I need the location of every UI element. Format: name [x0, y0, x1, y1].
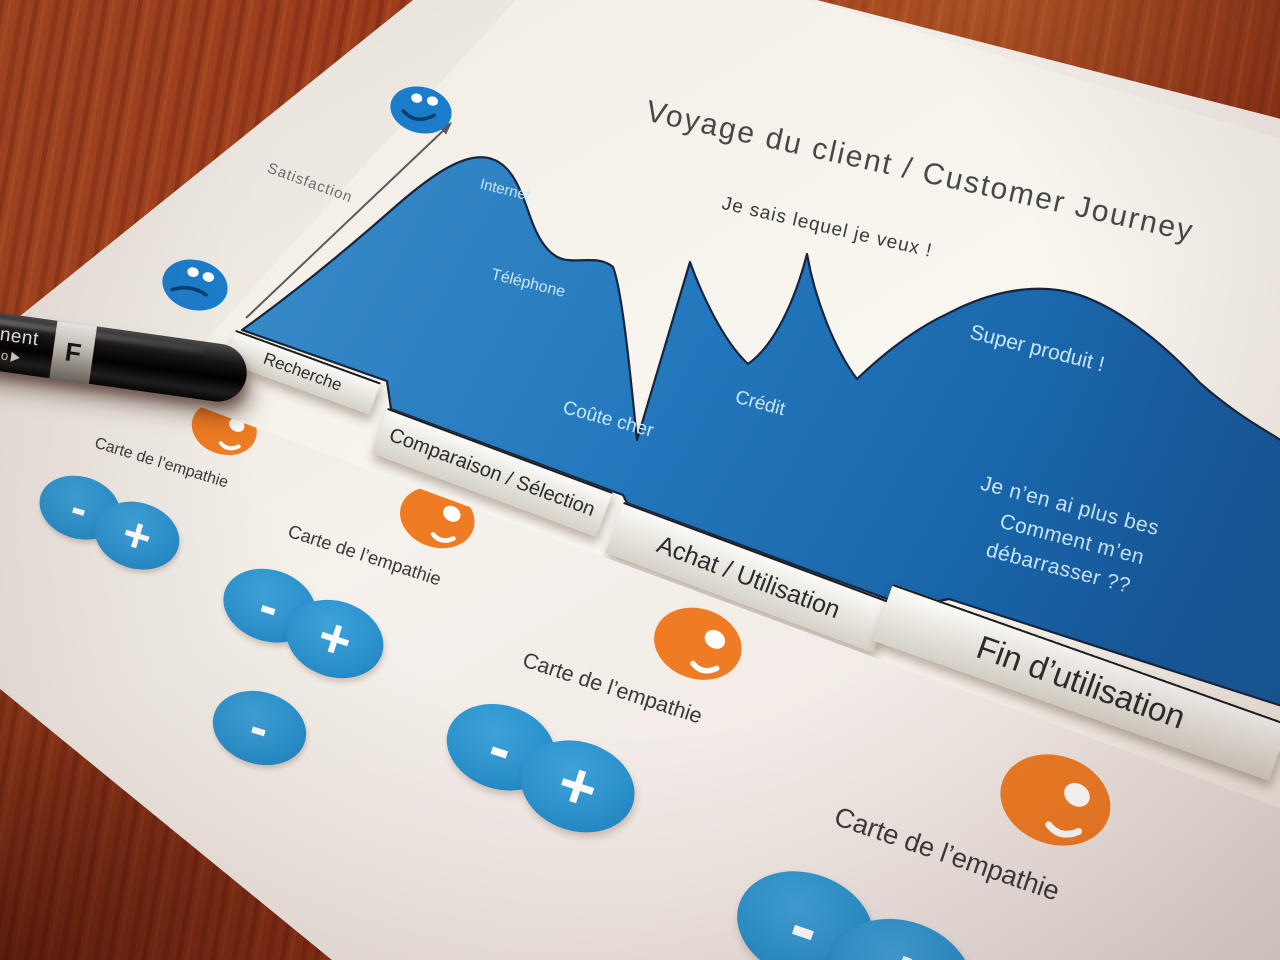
- empathy-card: Carte de l’empathie - +: [168, 424, 534, 768]
- triangle-icon: [10, 351, 21, 363]
- orange-smiley-icon: [654, 607, 742, 680]
- satisfaction-area-path: [240, 156, 1280, 708]
- pen-grade-band: F: [49, 320, 98, 384]
- pen-tip-text: o: [0, 347, 21, 365]
- pen-grade: F: [63, 335, 84, 368]
- empathy-card: Carte de l’empathie - +: [654, 657, 1199, 960]
- orange-smiley-icon: [400, 486, 475, 549]
- orange-smiley-icon: [1000, 754, 1111, 846]
- empathy-card: Carte de l’empathie - +: [382, 534, 812, 938]
